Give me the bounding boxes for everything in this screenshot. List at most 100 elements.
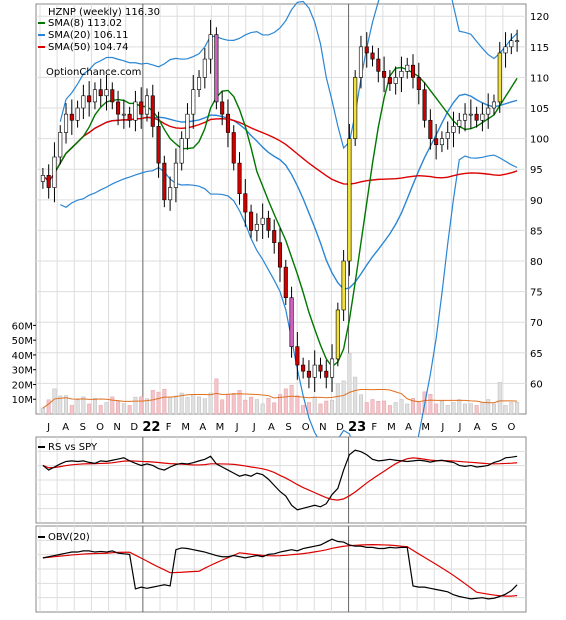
candle: [156, 111, 161, 178]
candle: [75, 100, 80, 128]
legend-label: SMA(20) 106.11: [48, 30, 129, 41]
average-line: [42, 544, 518, 597]
volume-bar: [468, 403, 473, 415]
candle-body: [46, 175, 51, 188]
candle: [121, 99, 126, 129]
candle: [486, 93, 491, 129]
candle-body: [92, 89, 97, 103]
candle-body: [376, 58, 381, 72]
price-tick-label: 60: [530, 379, 543, 390]
candle: [497, 41, 502, 113]
candle-body: [98, 89, 103, 97]
candle-body: [364, 46, 369, 54]
candle-body: [474, 113, 479, 121]
volume-bar: [156, 391, 161, 415]
volume-bar: [168, 396, 173, 415]
chart-title: HZNP (weekly) 116.30: [48, 7, 160, 18]
candle-body: [127, 113, 132, 121]
volume-bar: [162, 388, 167, 415]
bollinger-lower-line: [59, 154, 518, 503]
candle: [457, 112, 462, 134]
candle-body: [434, 138, 439, 146]
candle: [69, 99, 74, 135]
volume-bar: [411, 398, 415, 415]
candle: [179, 131, 184, 171]
x-tick-label: N: [113, 422, 120, 433]
x-tick-label: D: [130, 422, 138, 433]
volume-bar: [104, 402, 109, 415]
volume-tick-label: 40M: [12, 351, 33, 362]
volume-bar: [249, 396, 254, 415]
price-tick-label: 105: [530, 104, 549, 115]
candle-body: [81, 95, 86, 109]
volume-bar: [202, 398, 207, 415]
candle-body: [283, 266, 288, 299]
candle: [509, 33, 514, 55]
candle-body: [133, 101, 138, 121]
candle-body: [515, 40, 520, 43]
candle: [243, 179, 248, 227]
candle-body: [185, 113, 190, 139]
volume-bar: [191, 394, 196, 415]
volume-bar: [75, 399, 80, 415]
candle-body: [191, 89, 196, 115]
candle-body: [295, 346, 300, 366]
candle-body: [168, 187, 173, 201]
volume-bar: [382, 400, 387, 415]
candle: [428, 109, 433, 150]
candle: [399, 56, 404, 93]
volume-bar: [451, 402, 456, 415]
candle-body: [335, 309, 340, 360]
candle: [312, 350, 317, 392]
candle: [92, 82, 97, 110]
candle: [445, 121, 450, 150]
candle-body: [509, 40, 514, 48]
volume-bar: [358, 394, 363, 415]
candle: [301, 357, 306, 379]
x-tick-label: S: [285, 422, 291, 433]
volume-bar: [295, 395, 300, 415]
candle: [52, 142, 57, 203]
candle-body: [422, 89, 427, 121]
price-tick-label: 75: [530, 288, 543, 299]
candle: [277, 227, 283, 282]
candle: [266, 210, 271, 238]
volume-bar: [283, 388, 288, 415]
x-tick-label: J: [252, 422, 256, 433]
candle: [116, 90, 121, 126]
candle-body: [214, 34, 219, 103]
candle-body: [439, 138, 444, 146]
candle-body: [231, 132, 236, 164]
volume-bar: [179, 392, 184, 415]
volume-bar: [116, 401, 121, 415]
x-tick-label: A: [268, 422, 275, 433]
x-tick-label: O: [302, 422, 310, 433]
volume-bar: [40, 407, 45, 415]
volume-bar: [347, 353, 352, 415]
candle: [191, 74, 196, 129]
candle: [139, 87, 144, 129]
volume-tick-label: 20M: [12, 380, 33, 391]
candle: [133, 90, 138, 132]
candle: [451, 111, 456, 148]
candle: [416, 62, 421, 105]
x-tick-label: J: [440, 422, 444, 433]
candle: [358, 35, 363, 89]
candle: [58, 125, 63, 165]
candle: [237, 152, 242, 205]
candle: [341, 250, 346, 321]
volume-bar: [220, 399, 225, 415]
volume-bar: [353, 376, 358, 415]
volume-bar: [445, 405, 450, 415]
candle: [214, 27, 219, 110]
candle-body: [104, 89, 109, 97]
volume-bar: [376, 401, 381, 415]
volume-bar: [463, 403, 468, 415]
candle-body: [162, 162, 167, 201]
x-tick-label: S: [491, 422, 497, 433]
volume-tick-label: 50M: [12, 336, 33, 347]
volume-bar: [416, 402, 421, 415]
x-tick-label: O: [96, 422, 104, 433]
candle: [81, 84, 86, 120]
candle-body: [301, 364, 306, 372]
